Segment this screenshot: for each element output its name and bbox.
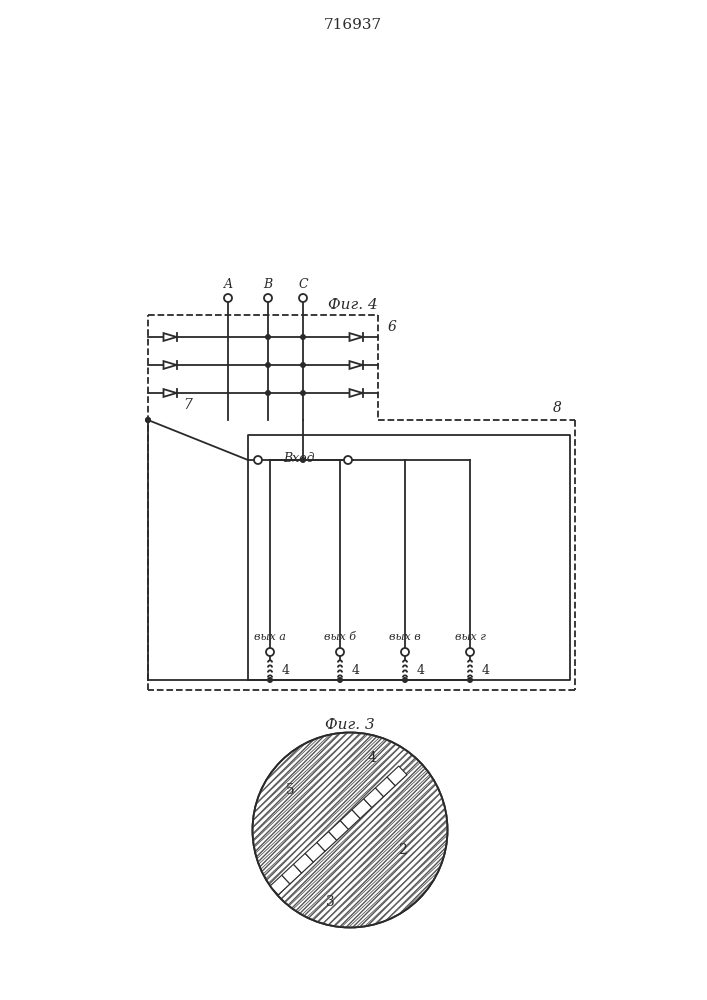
Text: 7: 7: [184, 398, 192, 412]
Circle shape: [344, 456, 352, 464]
Circle shape: [299, 294, 307, 302]
Text: 3: 3: [326, 895, 334, 909]
Circle shape: [265, 334, 271, 340]
Text: Вход: Вход: [283, 452, 315, 464]
Text: 2: 2: [397, 843, 407, 857]
Circle shape: [300, 390, 306, 396]
Circle shape: [265, 362, 271, 368]
Circle shape: [401, 648, 409, 656]
Text: вых a: вых a: [254, 632, 286, 642]
Circle shape: [264, 294, 272, 302]
Circle shape: [254, 456, 262, 464]
Text: вых г: вых г: [455, 632, 486, 642]
Text: Фиг. 4: Фиг. 4: [328, 298, 378, 312]
Polygon shape: [349, 389, 363, 397]
Text: 716937: 716937: [324, 18, 382, 32]
Circle shape: [145, 417, 151, 423]
Polygon shape: [270, 875, 290, 895]
Polygon shape: [329, 821, 349, 840]
Polygon shape: [163, 361, 177, 369]
Circle shape: [224, 294, 232, 302]
Ellipse shape: [252, 732, 448, 928]
Text: Фиг. 3: Фиг. 3: [325, 718, 375, 732]
Polygon shape: [293, 853, 313, 873]
Circle shape: [467, 677, 473, 683]
Polygon shape: [305, 842, 325, 862]
Polygon shape: [363, 788, 384, 808]
Text: 4: 4: [417, 664, 425, 676]
Text: B: B: [264, 277, 273, 290]
Polygon shape: [349, 333, 363, 341]
Polygon shape: [340, 810, 360, 829]
Polygon shape: [375, 777, 395, 797]
Polygon shape: [352, 799, 372, 818]
Circle shape: [266, 648, 274, 656]
Text: 6: 6: [388, 320, 397, 334]
Circle shape: [300, 362, 306, 368]
Circle shape: [145, 417, 151, 423]
Text: C: C: [298, 277, 308, 290]
Circle shape: [265, 390, 271, 396]
Text: 4: 4: [352, 664, 360, 676]
Circle shape: [300, 334, 306, 340]
Polygon shape: [349, 361, 363, 369]
Polygon shape: [163, 389, 177, 397]
Circle shape: [300, 457, 306, 463]
Polygon shape: [282, 864, 302, 884]
Text: 4: 4: [368, 751, 376, 765]
Text: 8: 8: [553, 401, 561, 415]
Polygon shape: [163, 333, 177, 341]
Text: вых в: вых в: [389, 632, 421, 642]
Circle shape: [337, 677, 343, 683]
Text: A: A: [223, 277, 233, 290]
Text: 4: 4: [282, 664, 290, 676]
Polygon shape: [317, 832, 337, 851]
Circle shape: [402, 677, 408, 683]
Circle shape: [466, 648, 474, 656]
Circle shape: [267, 677, 273, 683]
Text: 5: 5: [286, 783, 294, 797]
Circle shape: [336, 648, 344, 656]
Text: 4: 4: [482, 664, 490, 676]
Text: вых б: вых б: [324, 632, 356, 642]
Polygon shape: [387, 766, 407, 786]
